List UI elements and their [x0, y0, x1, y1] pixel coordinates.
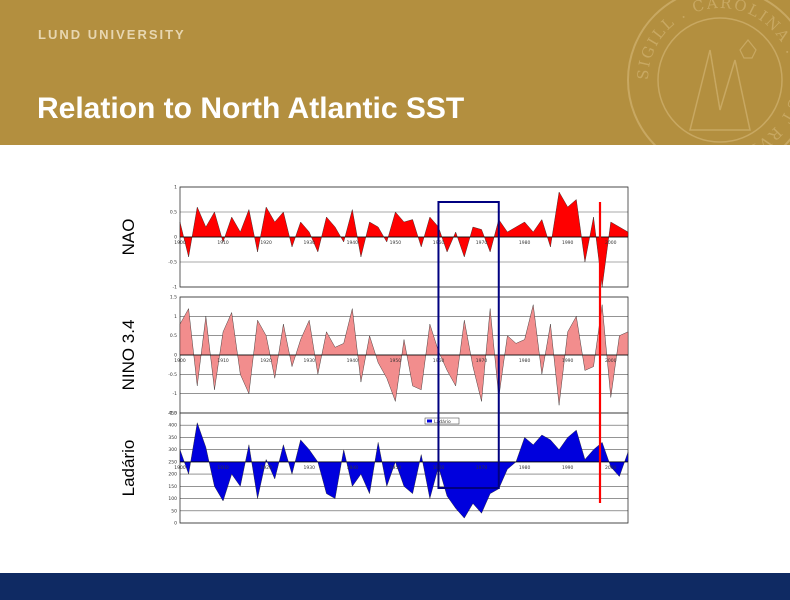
y-tick-label: 0 — [174, 235, 177, 241]
y-tick-label: 100 — [168, 496, 177, 502]
x-tick-label: 1930 — [304, 358, 316, 364]
x-tick-label: 1940 — [347, 465, 359, 471]
legend: Ladário — [424, 417, 460, 425]
x-tick-label: 1970 — [476, 240, 488, 246]
x-tick-label: 1910 — [217, 358, 229, 364]
x-tick-label: 1910 — [217, 465, 229, 471]
y-tick-label: 1 — [174, 314, 177, 320]
x-tick-label: 1910 — [217, 240, 229, 246]
x-tick-label: 1990 — [562, 358, 574, 364]
y-tick-label: -1 — [173, 391, 178, 397]
x-tick-label: 1990 — [562, 240, 574, 246]
x-tick-label: 1950 — [390, 358, 402, 364]
x-tick-label: 1940 — [347, 358, 359, 364]
x-tick-label: 1900 — [174, 358, 186, 364]
highlight-box — [437, 201, 500, 489]
x-tick-label: 1950 — [390, 465, 402, 471]
y-tick-label: -1 — [173, 285, 178, 291]
slide-footer — [0, 573, 790, 600]
y-tick-label: 0 — [174, 521, 177, 527]
x-tick-label: 1930 — [304, 240, 316, 246]
y-tick-label: 150 — [168, 484, 177, 490]
x-tick-label: 1920 — [260, 358, 272, 364]
x-tick-label: 1920 — [260, 240, 272, 246]
y-tick-label: -1.5 — [168, 411, 177, 417]
panel-2: 450 400 350 300 250 200 150 100 50 0 1900 1910 1920 1… — [119, 411, 629, 527]
y-tick-label: -0.5 — [168, 372, 177, 378]
y-tick-label: 0 — [174, 353, 177, 359]
x-tick-label: 1900 — [174, 240, 186, 246]
y-tick-label: 350 — [168, 435, 177, 441]
x-tick-label: 1980 — [519, 240, 531, 246]
y-tick-label: 200 — [168, 472, 177, 478]
legend-swatch — [427, 419, 432, 423]
lund-university-seal-icon: SIGILL . CAROLINA . AD UT RVMQUE — [627, 0, 790, 145]
y-tick-label: -0.5 — [168, 260, 177, 266]
panel-label: NINO 3.4 — [119, 320, 138, 391]
x-tick-label: 1920 — [260, 465, 272, 471]
panel-label: NAO — [119, 219, 138, 256]
panel-label: Ladário — [119, 440, 138, 497]
slide-header: LUND UNIVERSITY Relation to North Atlant… — [0, 0, 790, 145]
y-tick-label: 50 — [171, 508, 177, 514]
legend-box — [424, 417, 460, 425]
y-tick-label: 400 — [168, 423, 177, 429]
x-tick-label: 1980 — [519, 358, 531, 364]
x-tick-label: 2000 — [605, 358, 617, 364]
slide-title: Relation to North Atlantic SST — [37, 92, 465, 125]
y-tick-label: 300 — [168, 447, 177, 453]
x-tick-label: 2000 — [605, 240, 617, 246]
panel-1: 1.5 1 0.5 0 -0.5 -1 -1.5 1900 1910 1920 1930 1940 19… — [119, 295, 629, 417]
x-tick-label: 1950 — [390, 240, 402, 246]
y-tick-label: 1 — [174, 185, 177, 191]
x-tick-label: 1970 — [476, 465, 488, 471]
y-tick-label: 0.5 — [170, 333, 177, 339]
x-tick-label: 1970 — [476, 358, 488, 364]
x-tick-label: 1900 — [174, 465, 186, 471]
university-name: LUND UNIVERSITY — [38, 27, 186, 42]
series-area-0 — [179, 191, 629, 288]
y-tick-label: 450 — [168, 411, 177, 417]
series-area-2 — [179, 422, 629, 519]
x-tick-label: 1930 — [304, 465, 316, 471]
legend-label: Ladário — [434, 418, 451, 425]
x-tick-label: 1940 — [347, 240, 359, 246]
panel-frame — [179, 412, 629, 524]
y-tick-label: 250 — [168, 459, 177, 465]
svg-text:SIGILL . CAROLINA . AD UT RVMQ: SIGILL . CAROLINA . AD UT RVMQUE — [634, 0, 790, 145]
x-tick-label: 1990 — [562, 465, 574, 471]
seal-text: SIGILL . CAROLINA . AD UT RVMQUE — [634, 0, 790, 145]
x-tick-label: 2000 — [605, 465, 617, 471]
y-tick-label: 1.5 — [170, 295, 177, 301]
y-tick-label: 0.5 — [170, 210, 177, 216]
x-tick-label: 1980 — [519, 465, 531, 471]
